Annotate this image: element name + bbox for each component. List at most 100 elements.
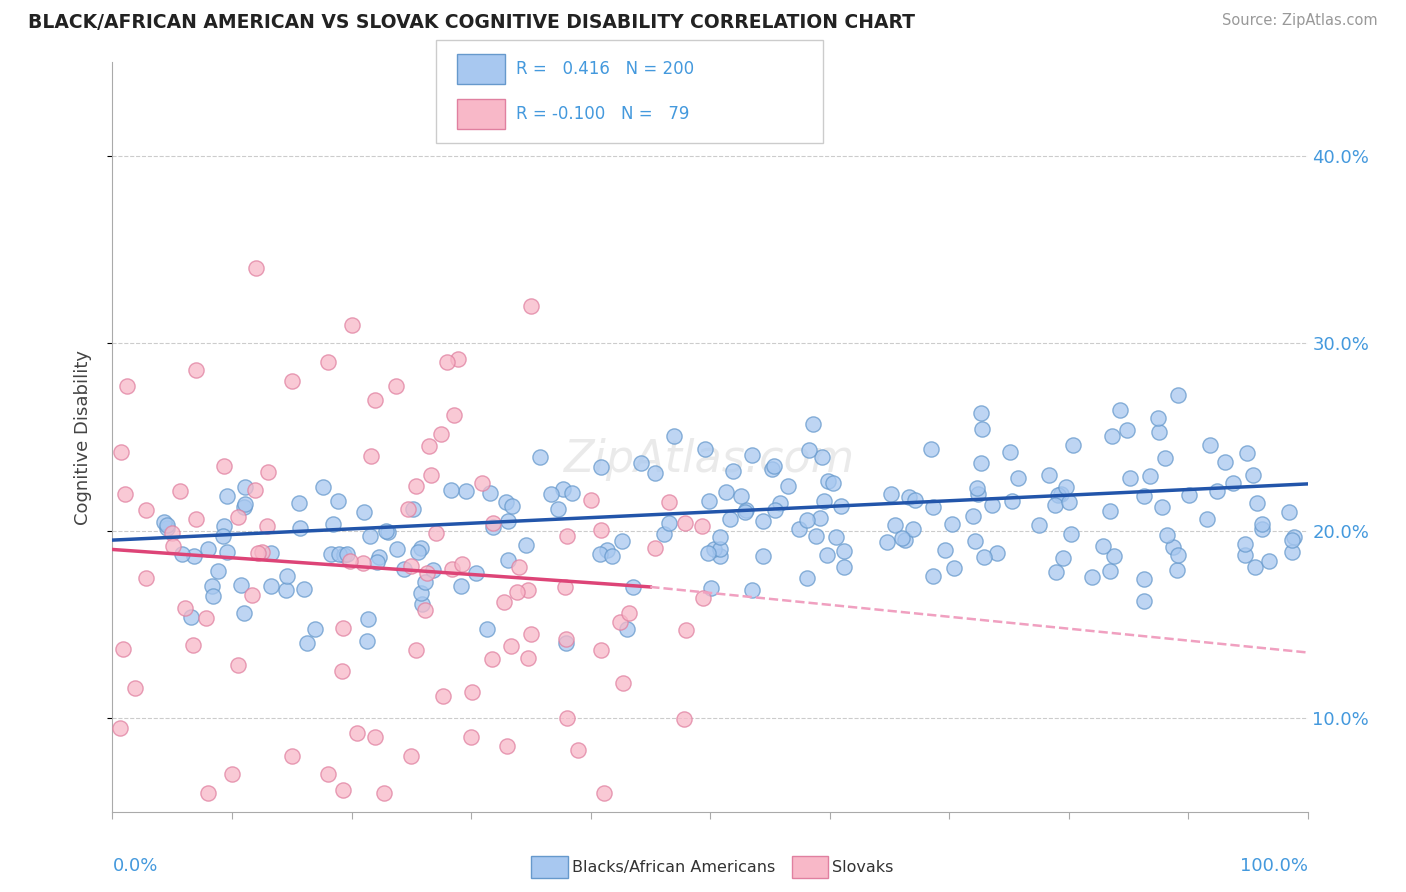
Point [322,516,344,531]
Point [418,439,440,453]
Point [554,580,576,594]
Point [1139,469,1161,483]
Point [332,621,354,635]
Point [316,767,339,781]
Point [499,639,522,653]
Point [697,494,720,508]
Point [986,546,1008,560]
Point [330,664,353,678]
Point [260,579,283,593]
Point [1052,550,1074,565]
Point [197,541,219,556]
Point [1152,500,1174,514]
Point [482,516,505,530]
Point [801,417,824,431]
Point [967,486,990,500]
Point [1133,572,1156,586]
Point [359,528,381,542]
Point [1001,493,1024,508]
Point [891,531,914,545]
Point [520,299,543,313]
Point [333,548,356,562]
Point [893,533,915,548]
Point [465,566,488,580]
Point [124,681,146,695]
Point [1149,425,1171,439]
Point [385,541,408,556]
Point [443,408,465,422]
Point [288,521,311,535]
Point [709,530,731,544]
Point [658,495,681,509]
Text: BLACK/AFRICAN AMERICAN VS SLOVAK COGNITIVE DISABILITY CORRELATION CHART: BLACK/AFRICAN AMERICAN VS SLOVAK COGNITI… [28,13,915,32]
Point [215,489,238,503]
Point [920,442,942,457]
Point [1118,471,1140,485]
Point [1000,444,1022,458]
Point [515,538,537,552]
Point [392,561,415,575]
Text: ZipAtlas.com: ZipAtlas.com [564,438,856,481]
Point [405,643,427,657]
Point [596,543,619,558]
Point [1278,505,1301,519]
Point [922,569,945,583]
Point [281,748,304,763]
Point [316,355,339,369]
Point [360,449,382,463]
Point [353,505,375,519]
Point [796,513,818,527]
Point [1007,471,1029,485]
Point [921,500,943,514]
Point [416,566,439,580]
Point [411,586,433,600]
Point [623,580,645,594]
Point [374,524,396,539]
Point [1147,411,1170,425]
Point [385,379,408,393]
Point [197,786,219,800]
Point [609,615,631,629]
Point [980,498,1002,512]
Point [482,520,505,534]
Point [217,544,239,558]
Point [501,499,523,513]
Point [366,555,388,569]
Point [617,607,640,621]
Point [1166,563,1188,577]
Point [591,523,613,537]
Point [399,559,422,574]
Point [172,547,194,561]
Point [1132,594,1154,608]
Point [422,563,444,577]
Point [346,725,368,739]
Point [555,632,578,646]
Point [880,487,903,501]
Point [610,533,633,548]
Point [589,547,612,561]
Point [520,627,543,641]
Point [769,496,792,510]
Point [1156,528,1178,542]
Point [184,512,207,526]
Point [440,483,463,497]
Point [202,589,225,603]
Point [332,783,354,797]
Point [517,651,540,665]
Point [1043,498,1066,512]
Point [1177,488,1199,502]
Point [721,464,744,478]
Point [461,685,484,699]
Point [1167,548,1189,562]
Point [821,475,844,490]
Point [1102,549,1125,563]
Text: Blacks/African Americans: Blacks/African Americans [572,860,776,874]
Point [973,550,995,565]
Point [644,467,666,481]
Point [557,528,579,542]
Point [183,638,205,652]
Point [690,519,713,533]
Text: 0.0%: 0.0% [112,856,157,875]
Point [498,514,520,528]
Text: R =   0.416   N = 200: R = 0.416 N = 200 [516,60,695,78]
